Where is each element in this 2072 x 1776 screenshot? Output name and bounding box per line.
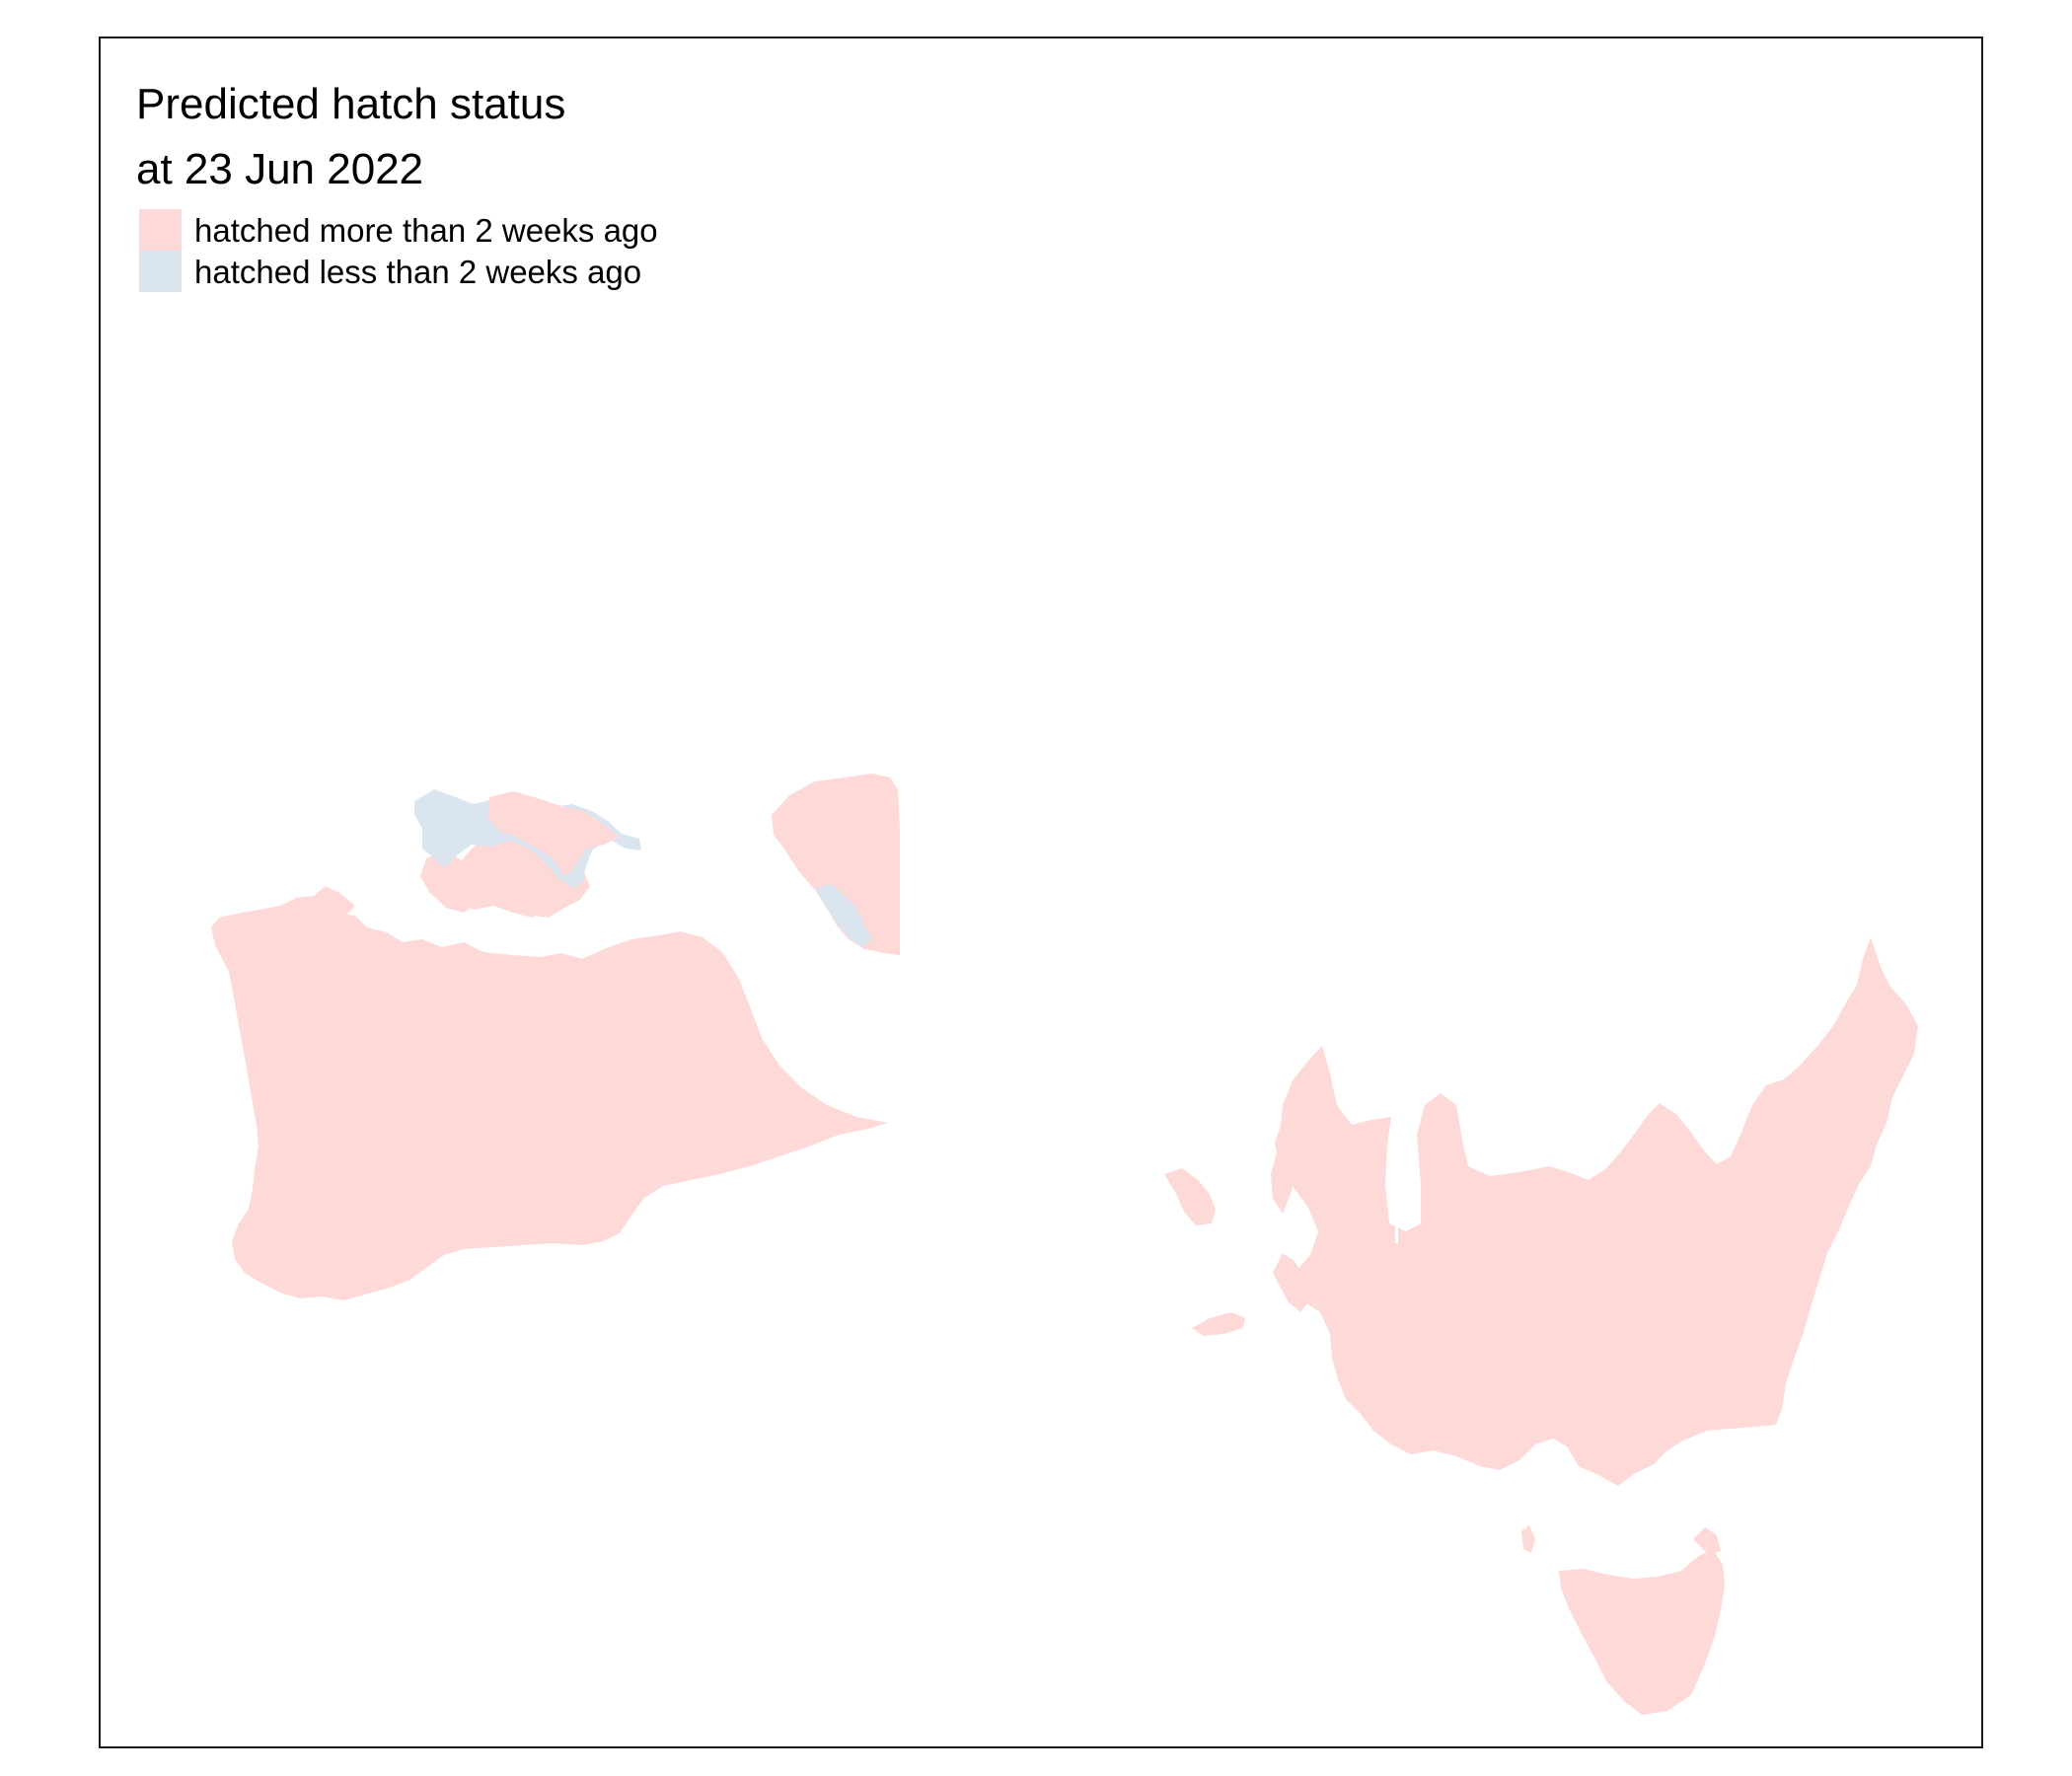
legend-item-less-than-2-weeks: hatched less than 2 weeks ago xyxy=(139,251,641,292)
map-title-line-2: at 23 Jun 2022 xyxy=(136,145,424,193)
map-panel xyxy=(99,37,1983,1748)
legend-label: hatched less than 2 weeks ago xyxy=(194,253,642,290)
legend-swatch xyxy=(139,209,182,251)
legend-label: hatched more than 2 weeks ago xyxy=(194,211,658,249)
region-west-north-patch xyxy=(430,866,539,918)
region-west-northeast-peninsula xyxy=(772,774,900,955)
region-west-coast-north xyxy=(211,886,355,945)
legend-item-more-than-2-weeks: hatched more than 2 weeks ago xyxy=(139,209,658,251)
region-east-south-islet xyxy=(1693,1527,1721,1555)
map-title-line-1: Predicted hatch status xyxy=(136,80,566,128)
region-east-west-archipelago xyxy=(1164,1168,1216,1225)
region-west-northeast-recent xyxy=(815,884,872,947)
region-east-strait-islet xyxy=(1521,1525,1535,1553)
region-west-north-upper xyxy=(487,791,620,876)
region-east-main xyxy=(1275,937,1918,1486)
region-east-south-island xyxy=(1559,1549,1725,1715)
region-east-islet xyxy=(1192,1312,1245,1336)
legend-swatch xyxy=(139,251,182,292)
region-east-gap-line xyxy=(1395,1120,1398,1243)
region-east-north-coast xyxy=(1271,1046,1322,1214)
region-west-main xyxy=(215,913,888,1300)
region-east-west-gulf xyxy=(1273,1253,1310,1312)
